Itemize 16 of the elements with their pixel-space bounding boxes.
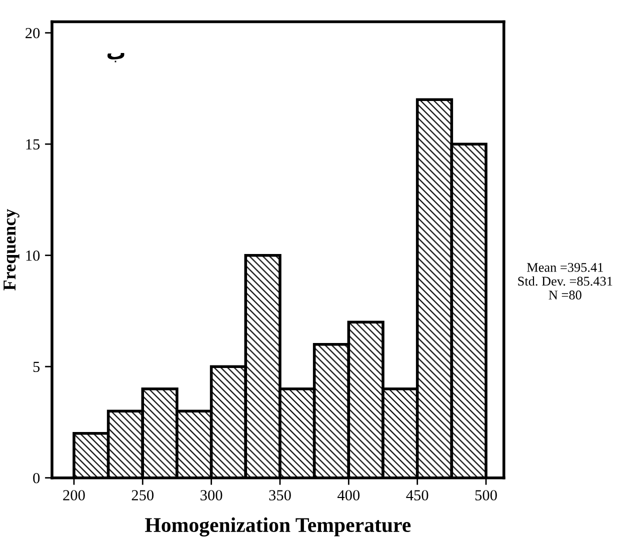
- y-tick-label: 5: [33, 362, 40, 372]
- x-tick-label: 450: [406, 490, 428, 500]
- annotation: ب: [107, 52, 124, 62]
- x-tick-label: 400: [338, 490, 360, 500]
- x-tick-label: 250: [132, 490, 154, 500]
- x-axis-title: Homogenization Temperature: [145, 517, 411, 536]
- x-tick-label: 300: [200, 490, 222, 500]
- y-tick-label: 0: [33, 472, 40, 484]
- x-tick-label: 350: [269, 490, 291, 500]
- text: Mean =395.41 Std. Dev. =85.431 N =80: [518, 263, 612, 300]
- y-tick-label: 10: [26, 250, 40, 261]
- x-tick-label: 200: [63, 490, 85, 500]
- y-tick-label: 20: [26, 28, 40, 38]
- x-tick-label: 500: [475, 490, 497, 500]
- y-tick-label: 15: [26, 139, 40, 150]
- y-axis-title: Frequency: [4, 208, 20, 290]
